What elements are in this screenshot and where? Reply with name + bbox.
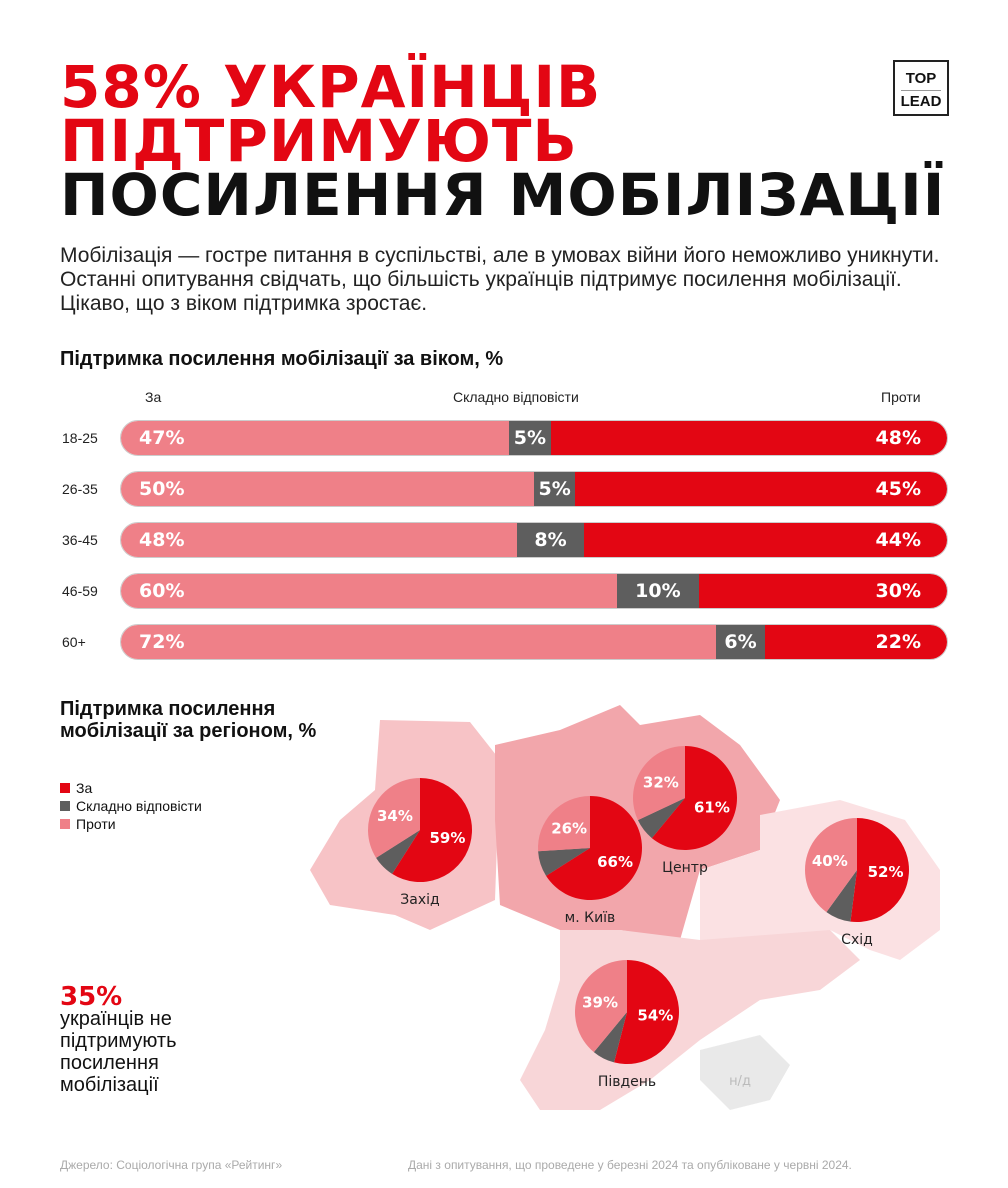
col-label-proty: Проти — [881, 389, 921, 405]
bar-row-26-35: 50% 5% 45% — [120, 471, 948, 507]
no-data-label: н/д — [729, 1074, 751, 1089]
bar-segment-za: 72% — [121, 625, 716, 659]
pie-3: 52% 40% Схід — [805, 818, 909, 948]
title-line-3: ПОСИЛЕННЯ МОБІЛІЗАЦІЇ — [60, 161, 946, 229]
age-label: 36-45 — [62, 532, 98, 548]
callout-text: українців не підтримують посилення мобіл… — [60, 1008, 177, 1096]
bar-row-18-25: 47% 5% 48% — [120, 420, 948, 456]
bar-segment-pr: 22% — [765, 625, 947, 659]
region-name: Захід — [400, 892, 439, 908]
pie-slice-za — [614, 960, 679, 1064]
intro-text: Мобілізація — гостре питання в суспільст… — [60, 244, 940, 315]
bar-segment-za: 48% — [121, 523, 518, 557]
footer-source: Джерело: Соціологічна група «Рейтинг» — [60, 1158, 283, 1172]
bar-row-46-59: 60% 10% 30% — [120, 573, 948, 609]
map-region-south — [520, 930, 860, 1110]
bar-segment-pr: 45% — [575, 472, 947, 506]
age-chart-title: Підтримка посилення мобілізації за віком… — [60, 348, 504, 370]
bar-segment-za: 50% — [121, 472, 534, 506]
pie-label-za: 54% — [637, 1007, 673, 1025]
bar-segment-sk: 8% — [517, 523, 584, 557]
legend-skladno: Складно відповісти — [60, 798, 202, 814]
age-label: 46-59 — [62, 583, 98, 599]
pie-label-proty: 32% — [643, 774, 679, 792]
bar-segment-za: 47% — [121, 421, 510, 455]
bar-segment-za: 60% — [121, 574, 617, 608]
pie-slice-proty — [368, 778, 420, 858]
bar-segment-sk: 6% — [715, 625, 766, 659]
pie-0: 59% 34% Захід — [368, 777, 473, 908]
map-crimea — [700, 1035, 790, 1110]
top-lead-logo: TOP LEAD — [893, 60, 949, 116]
pie-slice-proty — [805, 818, 857, 913]
pie-slice-skladno — [538, 848, 590, 876]
pie-label-za: 59% — [430, 829, 466, 847]
pie-slice-za — [392, 777, 473, 883]
pie-slice-za — [546, 796, 642, 900]
pie-slice-skladno — [593, 1012, 627, 1063]
bar-row-36-45: 48% 8% 44% — [120, 522, 948, 558]
region-name: м. Київ — [565, 910, 616, 926]
pie-slice-za — [850, 818, 909, 922]
pie-2: 61% 32% Центр — [632, 746, 737, 876]
bar-segment-pr: 44% — [583, 523, 947, 557]
pie-slice-proty — [537, 796, 590, 852]
pie-label-proty: 26% — [551, 819, 587, 837]
region-name: Південь — [598, 1074, 656, 1090]
pie-1: 66% 26% м. Київ — [537, 796, 642, 926]
age-label: 60+ — [62, 634, 86, 650]
logo-bottom: LEAD — [900, 93, 942, 110]
logo-top: TOP — [905, 70, 937, 87]
pie-slice-skladno — [826, 870, 857, 922]
region-name: Схід — [841, 932, 873, 948]
bar-segment-pr: 48% — [550, 421, 947, 455]
pie-slice-proty — [632, 746, 685, 821]
col-label-za: За — [145, 389, 162, 405]
bar-segment-pr: 30% — [699, 574, 947, 608]
pie-slice-proty — [575, 960, 627, 1053]
pie-label-proty: 40% — [812, 852, 848, 870]
pie-slice-skladno — [376, 830, 420, 874]
callout-value: 35% — [60, 982, 123, 1012]
age-label: 18-25 — [62, 430, 98, 446]
pie-4: 54% 39% Південь — [575, 960, 679, 1090]
region-name: Центр — [662, 860, 708, 876]
pie-label-za: 61% — [694, 799, 730, 817]
pie-slice-skladno — [637, 798, 685, 839]
legend-label: Проти — [76, 816, 116, 832]
footer-note: Дані з опитування, що проведене у березн… — [408, 1158, 852, 1172]
legend-label: Складно відповісти — [76, 798, 202, 814]
bar-segment-sk: 5% — [509, 421, 551, 455]
pie-label-proty: 39% — [582, 993, 618, 1011]
legend-proty: Проти — [60, 816, 116, 832]
bar-segment-sk: 5% — [534, 472, 576, 506]
title-line-1: 58% УКРАЇНЦІВ — [60, 53, 602, 121]
pie-slice-za — [651, 746, 737, 850]
legend-za: За — [60, 780, 92, 796]
age-label: 26-35 — [62, 481, 98, 497]
legend-label: За — [76, 780, 93, 796]
bar-row-60+: 72% 6% 22% — [120, 624, 948, 660]
region-chart-title: Підтримка посилення мобілізації за регіо… — [60, 698, 317, 742]
pie-label-proty: 34% — [377, 807, 413, 825]
pie-label-za: 52% — [868, 863, 904, 881]
title-line-2: ПІДТРИМУЮТЬ — [60, 107, 578, 175]
pie-label-za: 66% — [597, 853, 633, 871]
col-label-skladno: Складно відповісти — [453, 389, 579, 405]
bar-segment-sk: 10% — [616, 574, 700, 608]
